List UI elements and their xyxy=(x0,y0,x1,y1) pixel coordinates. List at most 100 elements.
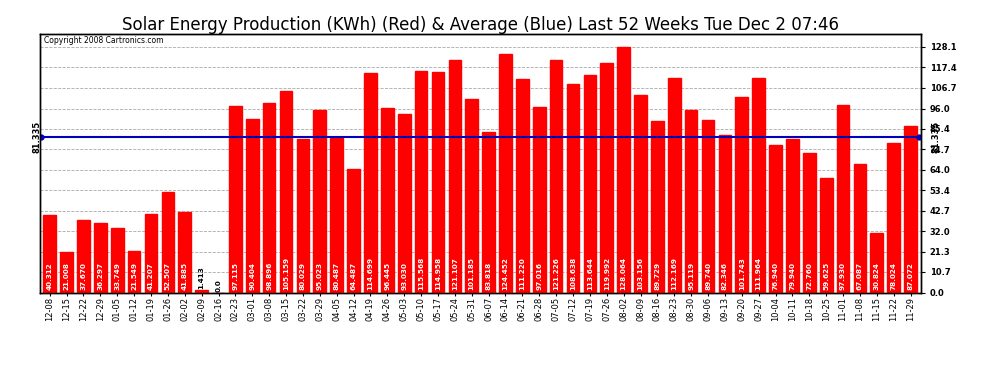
Text: 121.226: 121.226 xyxy=(553,257,559,290)
Text: 52.507: 52.507 xyxy=(165,262,171,290)
Bar xyxy=(702,120,715,292)
Text: 1.413: 1.413 xyxy=(199,266,205,289)
Text: 98.896: 98.896 xyxy=(266,261,272,290)
Text: 36.297: 36.297 xyxy=(97,262,103,290)
Text: 87.072: 87.072 xyxy=(908,262,914,290)
Bar xyxy=(381,108,394,292)
Text: 81.335: 81.335 xyxy=(33,120,42,153)
Text: 82.346: 82.346 xyxy=(722,262,728,290)
Text: 37.670: 37.670 xyxy=(80,262,86,290)
Text: 21.549: 21.549 xyxy=(131,262,138,290)
Text: 97.115: 97.115 xyxy=(233,262,239,290)
Text: 40.312: 40.312 xyxy=(47,262,52,290)
Bar xyxy=(870,233,883,292)
Text: 101.185: 101.185 xyxy=(468,256,475,290)
Bar xyxy=(752,78,765,292)
Bar xyxy=(77,220,90,292)
Bar xyxy=(262,103,275,292)
Bar xyxy=(465,99,478,292)
Bar xyxy=(415,71,428,292)
Text: 119.992: 119.992 xyxy=(604,256,610,290)
Text: 115.568: 115.568 xyxy=(418,256,424,290)
Text: 124.452: 124.452 xyxy=(503,257,509,290)
Bar xyxy=(195,290,208,292)
Bar xyxy=(533,106,545,292)
Bar xyxy=(549,60,562,292)
Bar xyxy=(44,215,56,292)
Text: 97.930: 97.930 xyxy=(841,262,846,290)
Bar xyxy=(297,139,309,292)
Text: 111.964: 111.964 xyxy=(755,256,761,290)
Text: Copyright 2008 Cartronics.com: Copyright 2008 Cartronics.com xyxy=(44,36,163,45)
Bar xyxy=(178,212,191,292)
Bar xyxy=(246,119,258,292)
Bar xyxy=(719,135,732,292)
Bar xyxy=(820,178,833,292)
Text: 72.760: 72.760 xyxy=(806,262,813,290)
Text: 83.818: 83.818 xyxy=(485,261,492,290)
Bar xyxy=(280,91,292,292)
Title: Solar Energy Production (KWh) (Red) & Average (Blue) Last 52 Weeks Tue Dec 2 07:: Solar Energy Production (KWh) (Red) & Av… xyxy=(122,16,839,34)
Bar xyxy=(887,143,900,292)
Text: 114.958: 114.958 xyxy=(435,256,441,290)
Text: 76.940: 76.940 xyxy=(772,262,778,290)
Text: 21.008: 21.008 xyxy=(63,262,69,290)
Text: 111.220: 111.220 xyxy=(520,257,526,290)
Bar xyxy=(128,251,141,292)
Text: 105.159: 105.159 xyxy=(283,256,289,290)
Bar xyxy=(432,72,445,292)
Bar xyxy=(685,110,698,292)
Bar xyxy=(618,47,630,292)
Bar xyxy=(651,120,663,292)
Bar xyxy=(635,95,646,292)
Text: 113.644: 113.644 xyxy=(587,257,593,290)
Bar xyxy=(853,164,866,292)
Text: 41.207: 41.207 xyxy=(148,262,154,290)
Bar xyxy=(904,126,917,292)
Text: 95.023: 95.023 xyxy=(317,262,323,290)
Bar xyxy=(145,213,157,292)
Bar xyxy=(60,252,73,292)
Bar xyxy=(516,80,529,292)
Bar xyxy=(566,84,579,292)
Text: 89.729: 89.729 xyxy=(654,261,660,290)
Text: 121.107: 121.107 xyxy=(451,257,457,290)
Text: 112.169: 112.169 xyxy=(671,256,677,290)
Bar xyxy=(499,54,512,292)
Bar xyxy=(331,138,343,292)
Text: 67.087: 67.087 xyxy=(857,262,863,290)
Text: 89.740: 89.740 xyxy=(705,262,711,290)
Text: 128.064: 128.064 xyxy=(621,256,627,290)
Bar xyxy=(803,153,816,292)
Text: 108.638: 108.638 xyxy=(570,256,576,290)
Text: 81.335: 81.335 xyxy=(932,120,940,153)
Bar xyxy=(786,139,799,292)
Text: 33.749: 33.749 xyxy=(114,262,120,290)
Text: 79.940: 79.940 xyxy=(789,262,795,290)
Bar xyxy=(364,73,377,292)
Bar xyxy=(448,60,461,292)
Text: 41.885: 41.885 xyxy=(182,261,188,290)
Bar xyxy=(837,105,849,292)
Text: 97.016: 97.016 xyxy=(537,262,543,290)
Bar xyxy=(769,145,782,292)
Text: 0.0: 0.0 xyxy=(216,279,222,291)
Text: 80.029: 80.029 xyxy=(300,262,306,290)
Bar xyxy=(94,223,107,292)
Text: 93.030: 93.030 xyxy=(401,262,407,290)
Text: 103.156: 103.156 xyxy=(638,256,644,290)
Bar xyxy=(314,110,326,292)
Bar xyxy=(398,114,411,292)
Text: 114.699: 114.699 xyxy=(367,256,373,290)
Text: 30.824: 30.824 xyxy=(874,262,880,290)
Bar xyxy=(600,63,613,292)
Bar xyxy=(161,192,174,292)
Bar xyxy=(668,78,680,292)
Text: 64.487: 64.487 xyxy=(350,262,356,290)
Text: 101.743: 101.743 xyxy=(739,257,744,290)
Bar xyxy=(736,98,748,292)
Bar xyxy=(347,169,360,292)
Text: 80.487: 80.487 xyxy=(334,262,340,290)
Text: 90.404: 90.404 xyxy=(249,262,255,290)
Bar xyxy=(583,75,596,292)
